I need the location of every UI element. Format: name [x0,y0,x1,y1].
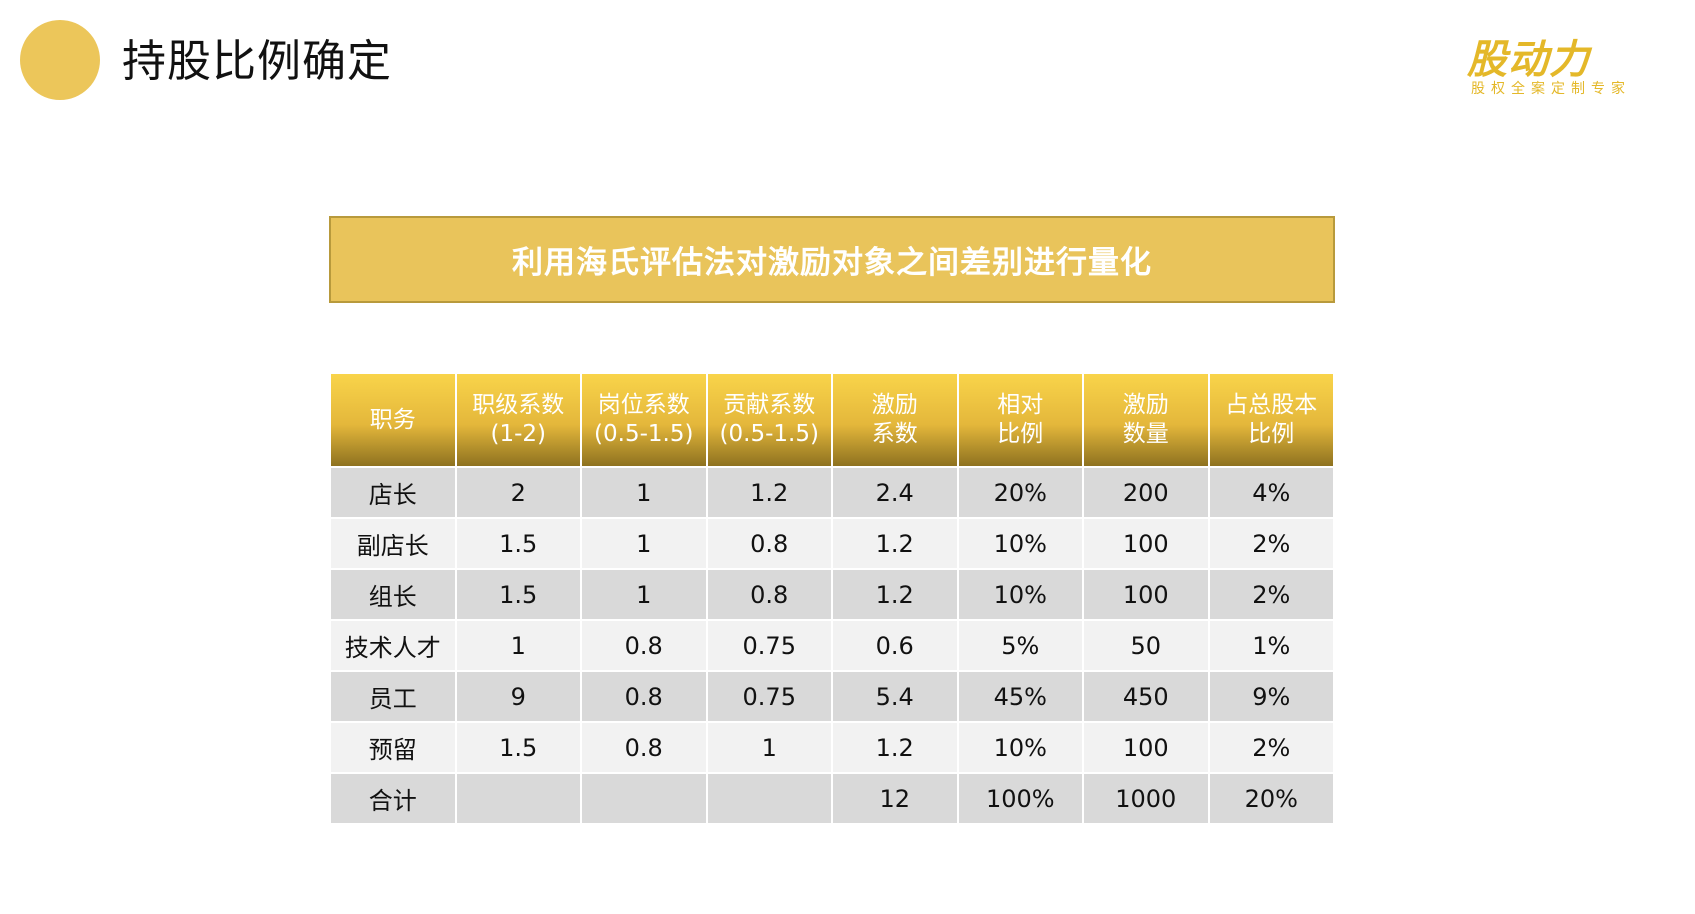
table-cell: 9% [1209,672,1333,721]
table-cell: 20% [1209,774,1333,823]
table-cell: 预留 [331,723,455,772]
table-cell: 1% [1209,621,1333,670]
table-cell: 1 [456,621,580,670]
table-cell: 5% [958,621,1082,670]
table-cell: 1.2 [833,570,957,619]
table-cell: 0.75 [707,621,831,670]
table-cell: 0.8 [707,519,831,568]
table-cell: 50 [1084,621,1208,670]
logo-mark: 股动力 [1467,37,1590,83]
shareholding-table: 职务 职级系数 (1-2) 岗位系数 (0.5-1.5) 贡献系数 (0.5-1… [329,372,1335,825]
table-cell: 2 [456,468,580,517]
table-cell: 10% [958,519,1082,568]
table-cell: 100 [1084,570,1208,619]
table-cell: 10% [958,723,1082,772]
table-cell: 合计 [331,774,455,823]
table-cell: 9 [456,672,580,721]
table-cell: 100% [958,774,1082,823]
column-header-post-coefficient: 岗位系数 (0.5-1.5) [582,374,706,466]
table-cell: 0.6 [833,621,957,670]
table-row: 副店长 1.5 1 0.8 1.2 10% 100 2% [331,519,1333,568]
table-cell: 1.2 [707,468,831,517]
table-cell: 1.5 [456,570,580,619]
page-title: 持股比例确定 [122,36,392,87]
title-accent-circle [20,20,100,100]
table-cell: 1.2 [833,519,957,568]
table-row: 组长 1.5 1 0.8 1.2 10% 100 2% [331,570,1333,619]
method-banner: 利用海氏评估法对激励对象之间差别进行量化 [329,216,1335,303]
table-cell: 0.8 [582,672,706,721]
table-cell: 0.8 [707,570,831,619]
table-cell: 1.5 [456,519,580,568]
table-cell: 1 [582,519,706,568]
column-header-contribution-coefficient: 贡献系数 (0.5-1.5) [707,374,831,466]
table-header-row: 职务 职级系数 (1-2) 岗位系数 (0.5-1.5) 贡献系数 (0.5-1… [331,374,1333,466]
table-cell: 450 [1084,672,1208,721]
table-cell: 技术人才 [331,621,455,670]
table-cell: 组长 [331,570,455,619]
table-cell: 200 [1084,468,1208,517]
table-cell: 100 [1084,519,1208,568]
table-row: 预留 1.5 0.8 1 1.2 10% 100 2% [331,723,1333,772]
column-header-share-ratio: 占总股本 比例 [1209,374,1333,466]
column-header-position: 职务 [331,374,455,466]
table-cell: 副店长 [331,519,455,568]
table-cell: 1 [582,468,706,517]
table-cell: 10% [958,570,1082,619]
table-row: 员工 9 0.8 0.75 5.4 45% 450 9% [331,672,1333,721]
table-cell: 2.4 [833,468,957,517]
brand-logo: 股动力 股权全案定制专家 [1467,38,1657,100]
table-row: 技术人才 1 0.8 0.75 0.6 5% 50 1% [331,621,1333,670]
table-cell [582,774,706,823]
table-cell: 4% [1209,468,1333,517]
table-cell: 0.8 [582,723,706,772]
column-header-incentive-quantity: 激励 数量 [1084,374,1208,466]
table-cell: 1.5 [456,723,580,772]
table-cell: 员工 [331,672,455,721]
table-cell: 1 [707,723,831,772]
table-cell: 20% [958,468,1082,517]
table-cell: 0.75 [707,672,831,721]
table-cell: 45% [958,672,1082,721]
table-cell: 2% [1209,519,1333,568]
table-cell: 1.2 [833,723,957,772]
table-cell [707,774,831,823]
table-cell: 5.4 [833,672,957,721]
table-cell: 12 [833,774,957,823]
table-cell: 1 [582,570,706,619]
table-cell [456,774,580,823]
banner-text: 利用海氏评估法对激励对象之间差别进行量化 [512,245,1152,281]
table-row: 店长 2 1 1.2 2.4 20% 200 4% [331,468,1333,517]
table-cell: 100 [1084,723,1208,772]
table-cell: 店长 [331,468,455,517]
table-cell: 2% [1209,723,1333,772]
column-header-rank-coefficient: 职级系数 (1-2) [456,374,580,466]
table-cell: 0.8 [582,621,706,670]
table-total-row: 合计 12 100% 1000 20% [331,774,1333,823]
table-cell: 1000 [1084,774,1208,823]
table-cell: 2% [1209,570,1333,619]
logo-tagline: 股权全案定制专家 [1471,81,1631,97]
column-header-relative-ratio: 相对 比例 [958,374,1082,466]
column-header-incentive-coefficient: 激励 系数 [833,374,957,466]
